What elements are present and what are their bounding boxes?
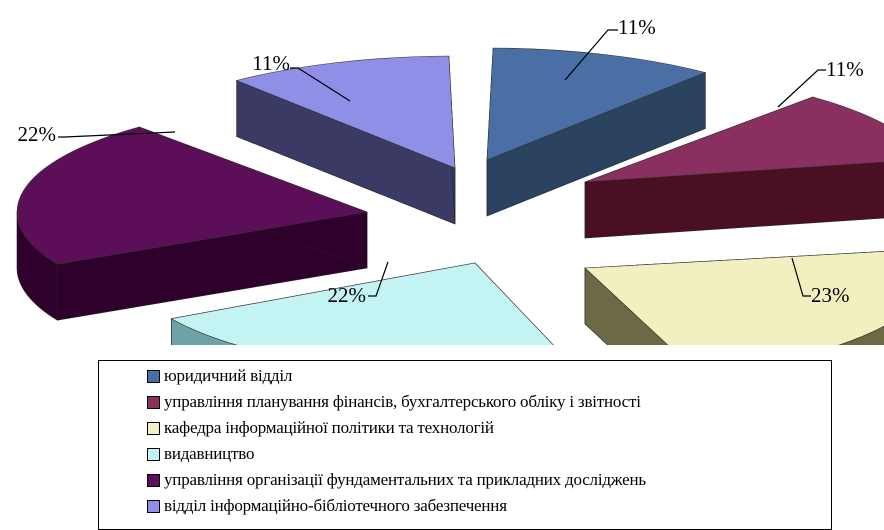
slice-top (170, 262, 554, 345)
leader-line (777, 69, 826, 108)
legend-label: видавництво (164, 444, 255, 463)
legend-label: управління планування фінансів, бухгалте… (164, 392, 641, 411)
pie-slice (16, 126, 369, 321)
legend: юридичний відділ управління планування фі… (98, 360, 832, 530)
data-label: 11% (826, 57, 864, 81)
leader-line (564, 29, 618, 81)
pie-slice (584, 96, 884, 239)
leader-line (791, 257, 811, 297)
legend-swatch (147, 395, 160, 409)
legend-item: видавництво (147, 443, 254, 465)
leader-line (58, 131, 176, 138)
pie-slice (584, 251, 884, 345)
legend-label: кафедра інформаційної політики та технол… (164, 418, 494, 437)
legend-label: управління організації фундаментальних т… (164, 470, 646, 489)
legend-swatch (147, 369, 160, 383)
legend-item: управління організації фундаментальних т… (147, 469, 646, 491)
data-label: 22% (18, 122, 57, 146)
data-label: 11% (618, 15, 656, 39)
pie-chart: 11% 11% 23% 22% 22% 11% (16, 15, 884, 345)
slice-top (486, 47, 707, 161)
legend-item: юридичний відділ (147, 365, 292, 387)
legend-label: юридичний відділ (164, 366, 293, 385)
leader-line (368, 261, 389, 297)
slice-top (235, 55, 456, 169)
slice-side (838, 325, 884, 345)
pie-slice (235, 55, 456, 225)
legend-swatch (147, 499, 160, 513)
leader-line (290, 67, 351, 102)
data-label: 11% (252, 51, 290, 75)
legend-item: управління планування фінансів, бухгалте… (147, 391, 641, 413)
data-label: 22% (328, 283, 367, 307)
pie-slice (170, 262, 554, 345)
legend-item: відділ інформаційно-бібліотечного забезп… (147, 495, 507, 517)
legend-item: кафедра інформаційної політики та технол… (147, 417, 494, 439)
pie-slice (486, 47, 707, 217)
legend-swatch (147, 421, 160, 435)
legend-label: відділ інформаційно-бібліотечного забезп… (164, 496, 507, 515)
legend-swatch (147, 447, 160, 461)
legend-swatch (147, 473, 160, 487)
data-label: 23% (811, 283, 850, 307)
slice-top (584, 251, 884, 345)
slice-top (16, 126, 369, 265)
slice-top (584, 96, 884, 183)
slice-side (171, 318, 238, 345)
